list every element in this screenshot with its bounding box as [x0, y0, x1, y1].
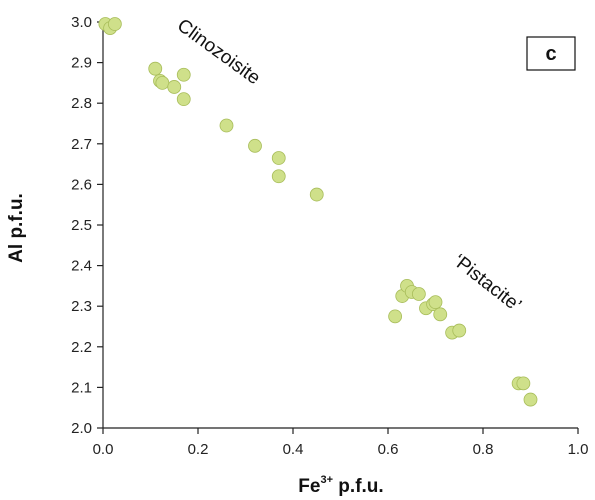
data-point [271, 169, 286, 184]
x-axis-title-suffix: p.f.u. [333, 476, 384, 497]
data-point [388, 309, 403, 324]
data-point [167, 80, 182, 94]
x-tick-label: 0.0 [93, 441, 114, 458]
data-point [433, 307, 448, 322]
x-axis-title-sup: 3+ [320, 474, 333, 486]
y-tick-label: 3.0 [71, 14, 92, 31]
x-tick-label: 0.2 [188, 441, 209, 458]
data-point [523, 392, 538, 407]
y-axis-title: Al p.f.u. [6, 193, 27, 263]
data-point [411, 287, 426, 301]
y-tick-label: 2.7 [71, 136, 92, 153]
y-tick-label: 2.8 [71, 95, 92, 112]
data-points [98, 17, 538, 407]
data-point [176, 67, 191, 82]
x-axis-title: Fe3+ p.f.u. [298, 474, 383, 497]
data-point [428, 295, 443, 310]
y-tick-label: 2.5 [71, 217, 92, 234]
annotation-pistacite-text: ‘Pistacite’ [449, 250, 525, 316]
data-point [107, 17, 122, 31]
panel-label-frame [526, 36, 576, 71]
y-tick-label: 2.9 [71, 55, 92, 72]
x-tick-label: 0.8 [473, 441, 494, 458]
data-point [148, 61, 163, 76]
x-tick-label: 0.6 [378, 441, 399, 458]
data-point [452, 323, 467, 338]
panel-label-box: c [526, 36, 576, 71]
x-tick-label: 1.0 [568, 441, 589, 458]
x-tick-label: 0.4 [283, 441, 304, 458]
data-point [248, 138, 262, 153]
y-tick-label: 2.2 [71, 339, 92, 356]
data-point [271, 151, 286, 165]
data-point [219, 118, 234, 133]
y-tick-label: 2.0 [71, 420, 92, 437]
y-tick-label: 2.4 [71, 258, 92, 275]
data-point [309, 187, 324, 202]
x-axis-title-main: Fe [298, 476, 320, 497]
panel-label: c [545, 43, 556, 65]
data-point [176, 92, 191, 107]
data-point [155, 76, 170, 90]
y-tick-label: 2.6 [71, 176, 92, 193]
tick-labels: 2.0 2.1 2.2 2.3 2.4 2.5 2.6 2.7 2.8 2.9 3.0 0.0 0.2 0… [71, 14, 588, 458]
y-tick-label: 2.1 [71, 379, 92, 396]
annotation-pistacite: ‘Pistacite’ [449, 250, 525, 316]
y-tick-label: 2.3 [71, 298, 92, 315]
data-point [516, 376, 531, 391]
